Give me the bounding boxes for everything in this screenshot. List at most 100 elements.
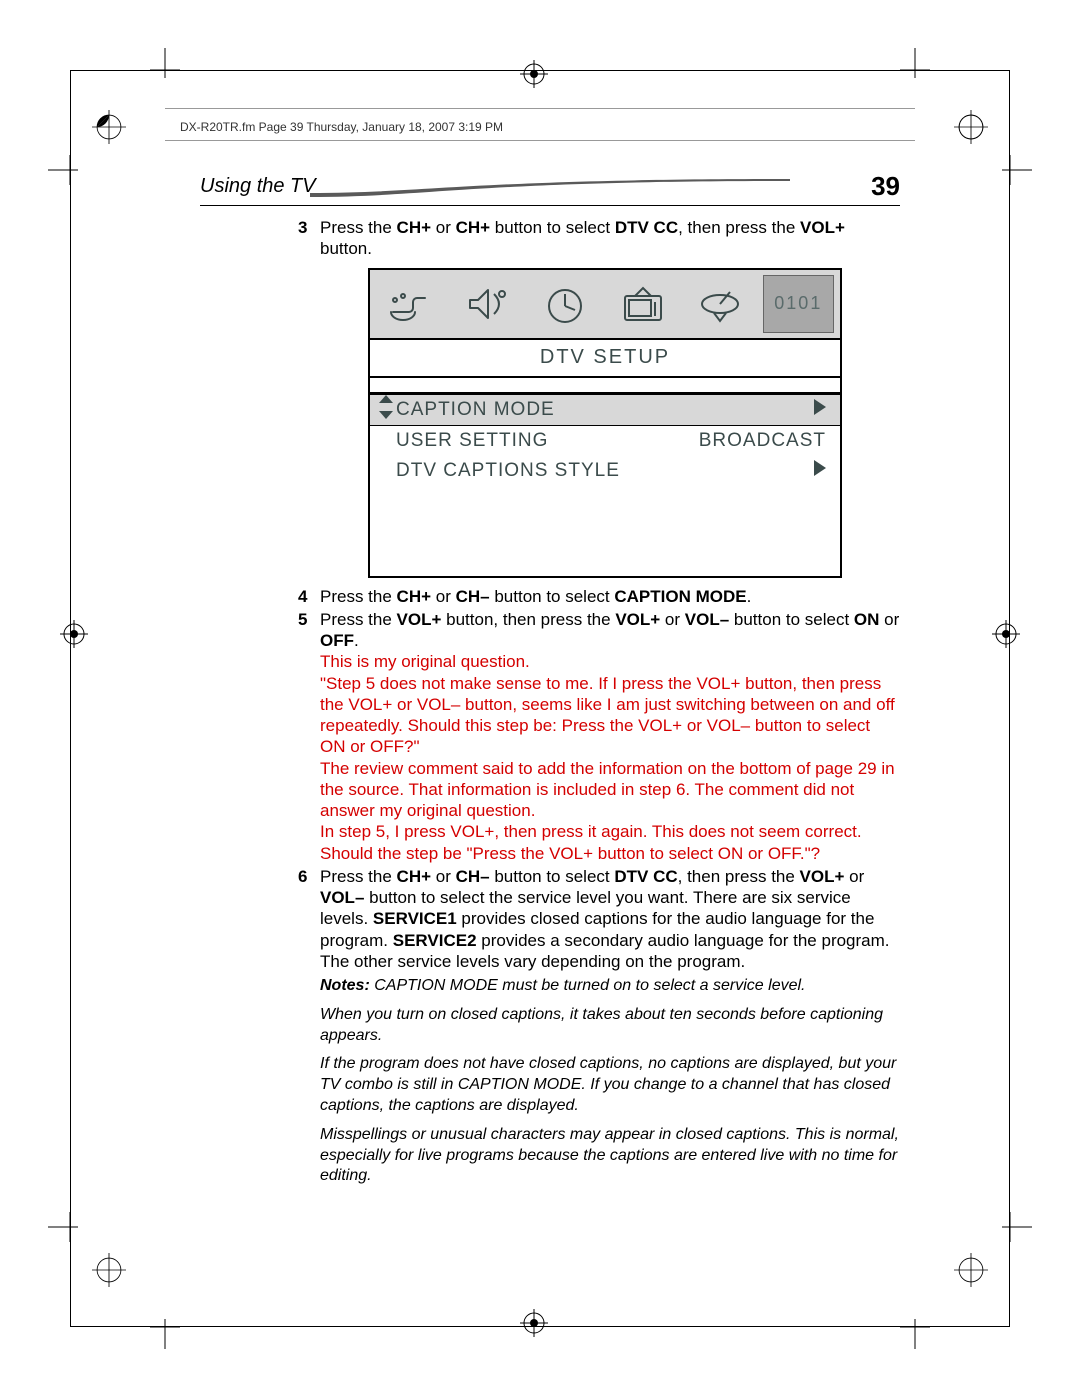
bold: DTV CC bbox=[615, 218, 678, 237]
note-text: CAPTION MODE must be turned on to select… bbox=[370, 977, 806, 994]
bold: VOL– bbox=[320, 888, 364, 907]
clock-icon bbox=[539, 282, 591, 326]
arrow-right-icon bbox=[814, 399, 826, 415]
step-body: Press the CH+ or CH– button to select CA… bbox=[320, 586, 900, 607]
text: Press the bbox=[320, 587, 397, 606]
arrow-right-icon bbox=[814, 460, 826, 476]
note-line: If the program does not have closed capt… bbox=[320, 1054, 900, 1116]
tv-menu-title: DTV SETUP bbox=[370, 340, 840, 378]
updown-icon bbox=[378, 395, 394, 425]
registration-mark-left bbox=[60, 620, 88, 648]
text: or bbox=[431, 587, 456, 606]
crop-ornament bbox=[954, 1253, 988, 1287]
step-number: 5 bbox=[298, 609, 320, 864]
text: button, then press the bbox=[441, 610, 615, 629]
dish-icon bbox=[694, 282, 746, 326]
tv-tab-audio bbox=[453, 276, 522, 332]
tv-row-dtv-captions-style: DTV CAPTIONS STYLE bbox=[370, 456, 840, 486]
steps-list: 3 Press the CH+ or CH+ button to select … bbox=[298, 217, 900, 1187]
bold: CH+ bbox=[397, 587, 431, 606]
bold: SERVICE1 bbox=[373, 909, 457, 928]
review-comment: "Step 5 does not make sense to me. If I … bbox=[320, 673, 900, 758]
notes-label: Notes: bbox=[320, 977, 370, 994]
text: button to select bbox=[490, 587, 615, 606]
page-meta: DX-R20TR.fm Page 39 Thursday, January 18… bbox=[180, 120, 503, 134]
tv-tab-bar: 0101 bbox=[370, 270, 840, 340]
text: . bbox=[354, 631, 359, 650]
crop-tick bbox=[900, 1319, 930, 1349]
crop-tick bbox=[48, 1212, 78, 1242]
spacer bbox=[320, 1046, 900, 1054]
text: button to select bbox=[490, 218, 615, 237]
crop-ornament bbox=[92, 110, 126, 144]
bold: VOL+ bbox=[615, 610, 660, 629]
text: or bbox=[431, 867, 456, 886]
tv-row-label: CAPTION MODE bbox=[396, 399, 814, 421]
tv-row-label: DTV CAPTIONS STYLE bbox=[396, 460, 814, 482]
notes-block: Notes: CAPTION MODE must be turned on to… bbox=[320, 976, 900, 1187]
input-icon bbox=[385, 282, 437, 326]
page-header: Using the TV 39 bbox=[200, 175, 900, 211]
crop-tick bbox=[48, 155, 78, 185]
tv-icon bbox=[617, 282, 669, 326]
bold: CH+ bbox=[397, 867, 431, 886]
tv-tab-tv bbox=[608, 276, 677, 332]
bold: VOL+ bbox=[800, 867, 845, 886]
review-comment: This is my original question. bbox=[320, 651, 900, 672]
tv-row-caption-mode: CAPTION MODE bbox=[370, 394, 840, 426]
bold: OFF bbox=[320, 631, 354, 650]
header-underline bbox=[200, 205, 900, 207]
text: , then press the bbox=[678, 867, 800, 886]
tv-row-value bbox=[814, 460, 826, 482]
review-comment: In step 5, I press VOL+, then press it a… bbox=[320, 821, 900, 864]
text: or bbox=[660, 610, 685, 629]
bold: CAPTION MODE bbox=[614, 587, 746, 606]
tv-row-value: BROADCAST bbox=[699, 430, 826, 452]
text: button to select bbox=[490, 867, 615, 886]
page-number: 39 bbox=[871, 171, 900, 202]
text: button to select bbox=[729, 610, 854, 629]
registration-mark-top bbox=[520, 60, 548, 88]
text: or bbox=[431, 218, 456, 237]
step-body: Press the VOL+ button, then press the VO… bbox=[320, 609, 900, 864]
meta-rule-top bbox=[165, 108, 915, 110]
text: button. bbox=[320, 239, 372, 258]
step-3: 3 Press the CH+ or CH+ button to select … bbox=[298, 217, 900, 260]
tv-tab-satellite bbox=[685, 276, 754, 332]
tv-menu-screenshot: 0101 DTV SETUP CAPTION MODE USER SETTING… bbox=[368, 268, 842, 578]
registration-mark-right bbox=[992, 620, 1020, 648]
speaker-icon bbox=[462, 282, 514, 326]
note-line: When you turn on closed captions, it tak… bbox=[320, 1005, 900, 1047]
tv-row-user-setting: USER SETTING BROADCAST bbox=[370, 426, 840, 456]
meta-rule-bottom bbox=[165, 140, 915, 142]
bold: CH– bbox=[456, 867, 490, 886]
tv-row-value bbox=[814, 399, 826, 421]
bold: VOL+ bbox=[397, 610, 442, 629]
crop-ornament bbox=[954, 110, 988, 144]
step-5: 5 Press the VOL+ button, then press the … bbox=[298, 609, 900, 864]
note-line: Notes: CAPTION MODE must be turned on to… bbox=[320, 976, 900, 997]
step-number: 6 bbox=[298, 866, 320, 1187]
bold: VOL+ bbox=[800, 218, 845, 237]
registration-mark-bottom bbox=[520, 1309, 548, 1337]
crop-ornament bbox=[92, 1253, 126, 1287]
crop-tick bbox=[150, 48, 180, 78]
step-body: Press the CH+ or CH– button to select DT… bbox=[320, 866, 900, 1187]
page-content: Using the TV 39 3 Press the CH+ or CH+ b… bbox=[200, 175, 900, 1189]
crop-tick bbox=[900, 48, 930, 78]
review-comment: The review comment said to add the infor… bbox=[320, 758, 900, 822]
step-body: Press the CH+ or CH+ button to select DT… bbox=[320, 217, 900, 260]
tab-code: 0101 bbox=[774, 293, 822, 314]
bold: VOL– bbox=[685, 610, 729, 629]
tv-tab-timer bbox=[531, 276, 600, 332]
bold: CH– bbox=[456, 587, 490, 606]
step-number: 3 bbox=[298, 217, 320, 260]
text: , then press the bbox=[678, 218, 800, 237]
text: . bbox=[747, 587, 752, 606]
text: Press the bbox=[320, 867, 397, 886]
crop-tick bbox=[1002, 1212, 1032, 1242]
bold: ON bbox=[854, 610, 880, 629]
step-number: 4 bbox=[298, 586, 320, 607]
bold: CH+ bbox=[456, 218, 490, 237]
note-line: Misspellings or unusual characters may a… bbox=[320, 1125, 900, 1187]
